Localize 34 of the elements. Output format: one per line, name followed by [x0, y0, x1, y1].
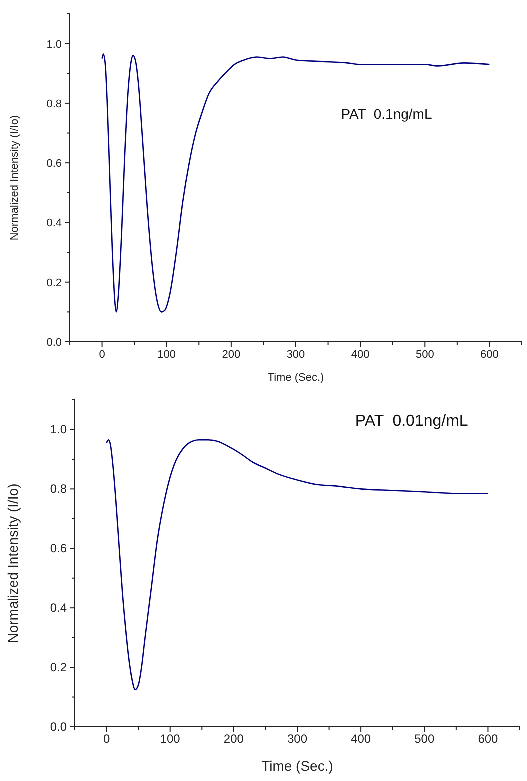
y-tick-label: 0.6 — [50, 542, 68, 556]
y-tick-label: 0.8 — [46, 98, 62, 110]
y-tick-label: 0.4 — [50, 601, 68, 616]
annotation: PAT 0.01ng/mL — [355, 413, 468, 430]
y-tick-label: 0.0 — [46, 337, 62, 349]
x-tick-label: 500 — [416, 349, 434, 361]
x-tick-label: 200 — [222, 349, 241, 361]
y-tick-label: 0.8 — [50, 482, 68, 496]
y-axis-title: Normalized Intensity (I/Io) — [5, 484, 21, 644]
line-series — [106, 439, 489, 690]
y-tick-label: 0.2 — [50, 660, 68, 675]
x-tick-label: 600 — [480, 349, 499, 361]
x-tick-label: 200 — [224, 732, 244, 746]
y-tick-label: 0.0 — [50, 720, 68, 734]
y-tick-label: 1.0 — [50, 422, 68, 437]
x-axis-title: Time (Sec.) — [262, 758, 334, 774]
y-tick-label: 0.4 — [46, 218, 62, 230]
line-series — [102, 54, 490, 313]
x-axis-title: Time (Sec.) — [268, 372, 324, 384]
x-tick-label: 100 — [160, 732, 181, 746]
x-tick-label: 0 — [99, 349, 106, 361]
y-tick-label: 0.6 — [46, 158, 62, 170]
x-tick-label: 0 — [103, 732, 110, 746]
y-axis-title: Normalized Intensity (I/Io) — [9, 115, 21, 241]
x-tick-label: 100 — [158, 349, 176, 361]
x-tick-label: 600 — [478, 732, 499, 746]
y-tick-label: 1.0 — [46, 38, 62, 51]
y-tick-label: 0.2 — [46, 277, 62, 290]
x-tick-label: 300 — [286, 349, 306, 361]
x-tick-label: 400 — [351, 732, 372, 746]
x-tick-label: 300 — [287, 732, 308, 746]
x-tick-label: 400 — [351, 349, 370, 361]
x-tick-label: 500 — [414, 732, 435, 746]
annotation: PAT 0.1ng/mL — [341, 106, 432, 122]
